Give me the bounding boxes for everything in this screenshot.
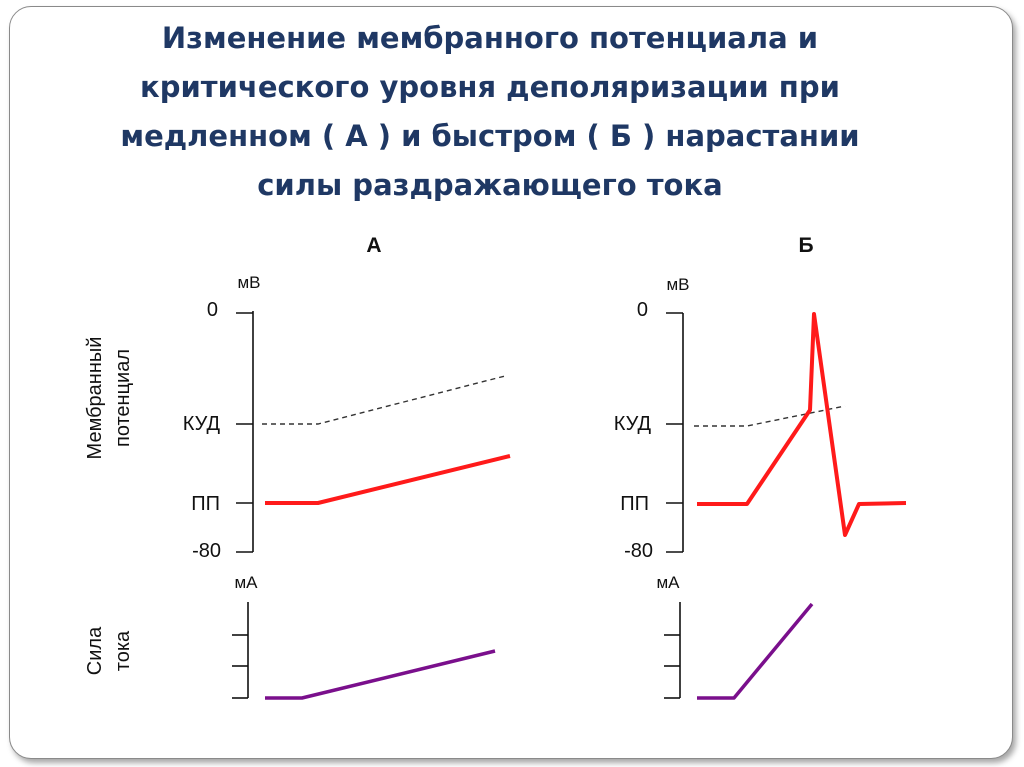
tick-label-min-a: -80 [192, 540, 221, 562]
tick-label-pp-b: ПП [620, 493, 649, 515]
membrane-axis-title-line-2: потенциал [112, 349, 134, 447]
potential-line-a [265, 454, 511, 505]
current-line-b [697, 602, 814, 700]
title-line-2: критического уровня деполяризации при [140, 70, 840, 104]
tick-label-kud-a: КУД [183, 413, 221, 435]
action-potential-line-b [697, 312, 907, 537]
panel-label-a: А [366, 234, 381, 257]
tick-label-kud-b: КУД [614, 413, 652, 435]
membrane-axis-title: Мембранный потенциал [84, 337, 134, 460]
unit-ma-b: мА [656, 573, 680, 592]
panel-a-membrane: мВ 0 КУД ПП -80 [183, 273, 511, 562]
tick-label-pp-a: ПП [191, 493, 220, 515]
unit-ma-a: мА [234, 573, 258, 592]
current-line-a [265, 649, 496, 700]
unit-mv-b: мВ [666, 275, 689, 294]
tick-label-zero-a: 0 [207, 299, 218, 321]
panel-a-current: мА [232, 573, 496, 700]
title-line-1: Изменение мембранного потенциала и [161, 21, 819, 55]
tick-label-min-b: -80 [624, 540, 653, 562]
current-axis-title-line-2: тока [112, 630, 134, 671]
threshold-line-a [262, 375, 506, 425]
page-title: Изменение мембранного потенциала и крити… [60, 14, 920, 210]
panel-b-membrane: мВ 0 КУД ПП -80 [614, 275, 907, 562]
tick-label-zero-b: 0 [637, 299, 648, 321]
title-line-3: медленном ( А ) и быстром ( Б ) нарастан… [120, 119, 860, 153]
membrane-axis-title-line-1: Мембранный [84, 337, 106, 460]
current-axis-title-line-1: Сила [84, 626, 106, 675]
panel-b-current: мА [656, 573, 814, 700]
current-axis-title: Сила тока [84, 626, 134, 675]
threshold-line-b [694, 405, 846, 427]
panel-label-b: Б [798, 234, 813, 257]
title-line-4: силы раздражающего тока [257, 168, 723, 202]
slide-frame [9, 6, 1013, 759]
unit-mv-a: мВ [237, 273, 260, 292]
